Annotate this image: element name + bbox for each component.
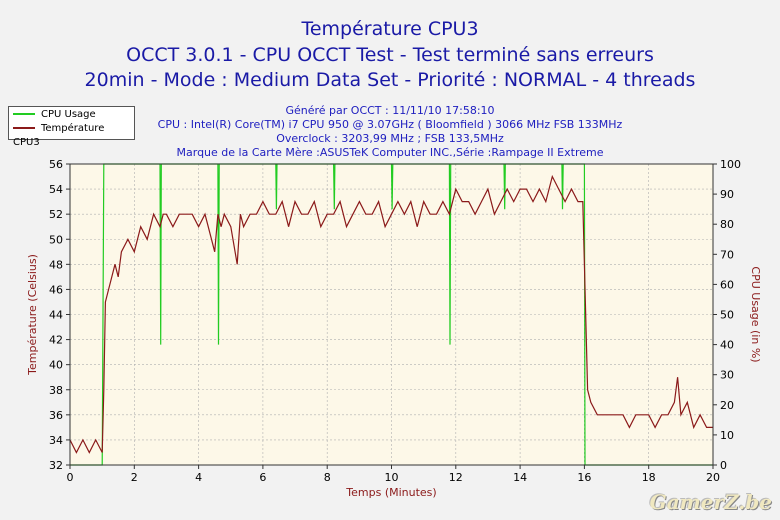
y-right-tick-label: 30 [720,369,734,382]
legend-item-temp: Température CPU3 [13,122,134,148]
info-overclock: Overclock : 3203,99 MHz ; FSB 133,5MHz [276,132,504,145]
y-right-tick-label: 0 [720,459,727,472]
x-axis-label: Temps (Minutes) [345,486,436,499]
chart-subtitle-mode: 20min - Mode : Medium Data Set - Priorit… [84,69,696,91]
watermark-logo: GamerZ.be [649,490,772,514]
x-tick-label: 0 [67,471,74,484]
y-right-tick-label: 20 [720,399,734,412]
series-line-temp [69,174,713,454]
info-generated: Généré par OCCT : 11/11/10 17:58:10 [285,104,495,117]
chart-title: Température CPU3 [301,18,479,40]
x-tick-label: 4 [195,471,202,484]
y-right-tick-label: 50 [720,309,734,322]
x-tick-label: 14 [513,471,527,484]
info-motherboard: Marque de la Carte Mère :ASUSTeK Compute… [176,146,604,159]
x-tick-label: 10 [385,471,399,484]
y-left-tick-label: 32 [49,459,63,472]
x-tick-label: 20 [706,471,720,484]
y-left-tick-label: 42 [49,334,63,347]
chart-subtitle-test: OCCT 3.0.1 - CPU OCCT Test - Test termin… [126,44,654,66]
y-left-tick-label: 56 [49,158,63,171]
y-right-tick-label: 70 [720,248,734,261]
y-left-axis-label: Température (Celsius) [26,254,39,376]
x-tick-label: 6 [259,471,266,484]
legend-swatch-temp [13,127,35,129]
y-left-tick-label: 46 [49,283,63,296]
y-right-axis-label: CPU Usage (in %) [749,266,762,362]
y-right-tick-label: 40 [720,339,734,352]
y-left-tick-label: 34 [49,434,63,447]
chart-legend: CPU Usage Température CPU3 [8,106,135,148]
legend-label-temp: Température CPU3 [13,123,105,148]
y-right-tick-label: 100 [720,158,741,171]
info-cpu: CPU : Intel(R) Core(TM) i7 CPU 950 @ 3.0… [157,118,623,131]
y-right-tick-label: 90 [720,188,734,201]
y-left-tick-label: 40 [49,359,63,372]
x-tick-label: 16 [577,471,591,484]
y-left-tick-label: 50 [49,233,63,246]
y-right-tick-label: 60 [720,278,734,291]
y-left-tick-label: 54 [49,183,63,196]
legend-swatch-cpu-usage [13,113,35,115]
y-left-tick-label: 48 [49,258,63,271]
x-tick-label: 18 [642,471,656,484]
legend-label-cpu-usage: CPU Usage [41,109,96,120]
y-right-tick-label: 10 [720,429,734,442]
y-right-tick-label: 80 [720,218,734,231]
legend-item-cpu-usage: CPU Usage [13,108,96,122]
y-left-tick-label: 38 [49,384,63,397]
x-tick-label: 2 [131,471,138,484]
x-tick-label: 12 [449,471,463,484]
y-left-tick-label: 36 [49,409,63,422]
y-left-tick-label: 44 [49,309,63,322]
y-left-tick-label: 52 [49,208,63,221]
x-tick-label: 8 [324,471,331,484]
